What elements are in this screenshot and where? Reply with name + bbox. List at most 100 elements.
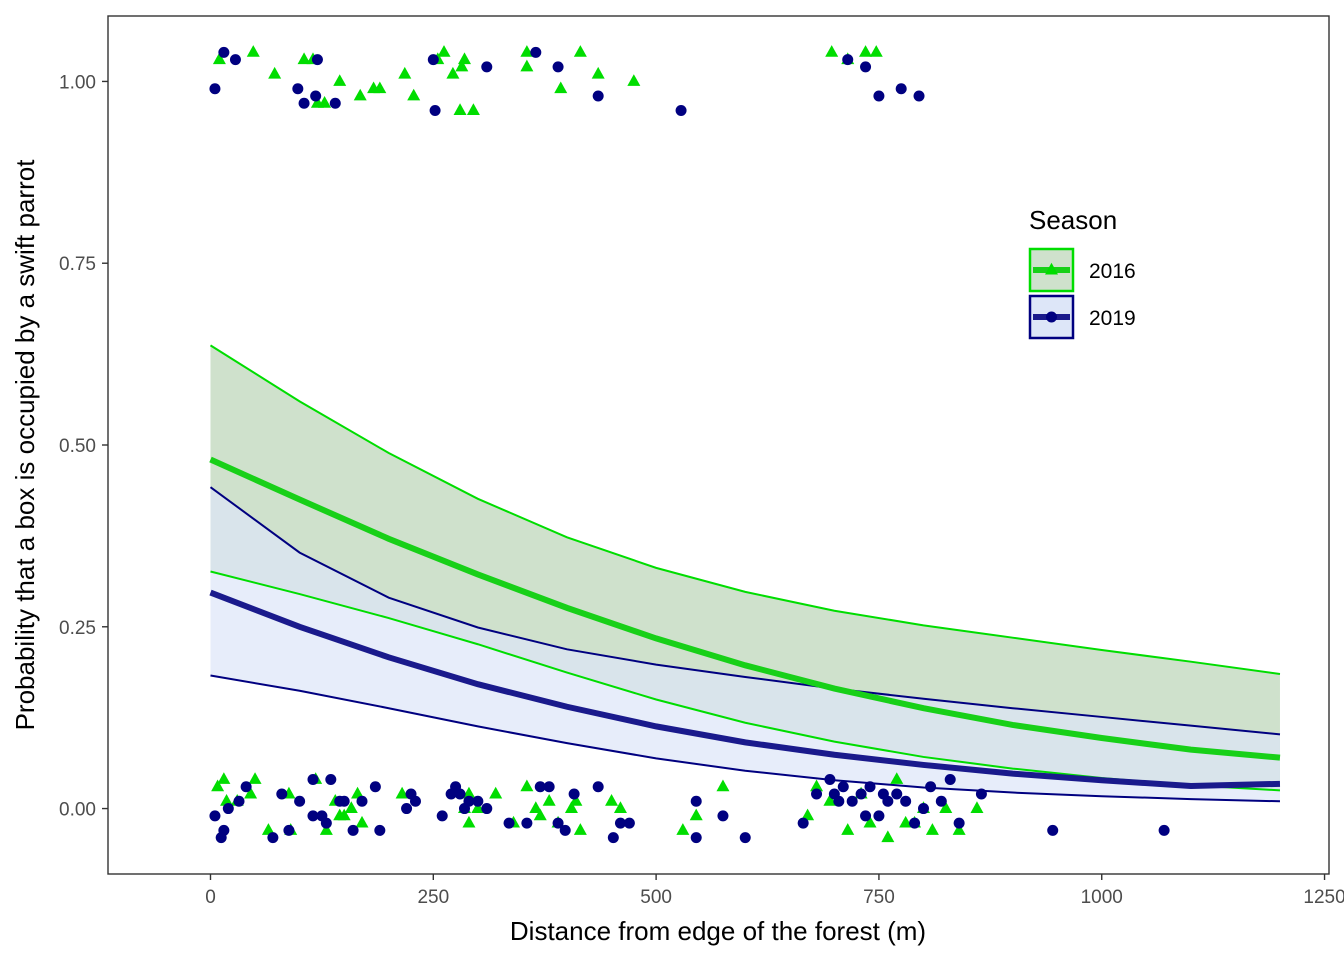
point-2016 — [466, 103, 480, 115]
point-2016 — [613, 801, 627, 814]
point-2016 — [319, 823, 333, 835]
point-2016 — [211, 779, 225, 792]
x-tick-label: 1000 — [1081, 887, 1123, 908]
point-2016 — [520, 779, 534, 792]
point-2019 — [739, 832, 751, 844]
point-2019 — [717, 810, 729, 822]
point-2019 — [891, 788, 903, 800]
point-2019 — [409, 795, 421, 807]
point-2016 — [458, 52, 471, 65]
legend-key-2016: 2016 — [1028, 247, 1136, 293]
point-2016 — [925, 823, 939, 835]
fit-line-2019 — [209, 589, 1281, 790]
point-2016 — [716, 779, 730, 792]
point-2019 — [842, 54, 854, 66]
point-2016 — [489, 786, 503, 799]
point-2019 — [329, 97, 341, 109]
point-2019 — [481, 803, 493, 815]
point-2019 — [209, 810, 221, 822]
point-2016 — [890, 772, 904, 784]
point-2016 — [689, 808, 703, 821]
legend-marker — [1045, 262, 1058, 275]
legend-marker — [1046, 311, 1057, 323]
point-2019 — [552, 61, 564, 73]
point-2019 — [873, 90, 885, 102]
point-2019 — [472, 795, 484, 807]
point-2016 — [823, 794, 837, 806]
y-tick-label: 0.50 — [59, 436, 96, 457]
point-2019 — [1158, 824, 1170, 836]
point-2019 — [811, 788, 823, 800]
point-2016 — [462, 786, 476, 799]
point-2019 — [530, 46, 542, 58]
point-2019 — [837, 781, 849, 793]
point-2016 — [220, 794, 234, 806]
point-2019 — [325, 773, 337, 785]
point-2016 — [869, 45, 883, 57]
point-2019 — [534, 781, 546, 793]
point-2016 — [554, 81, 568, 94]
point-2019 — [218, 46, 230, 58]
point-2019 — [347, 824, 359, 836]
point-2019 — [229, 54, 241, 66]
point-2016 — [398, 66, 412, 79]
point-2019 — [824, 773, 836, 785]
point-2016 — [841, 823, 855, 835]
point-2016 — [318, 96, 332, 108]
point-2019 — [917, 803, 929, 815]
point-2016 — [859, 45, 873, 57]
point-2019 — [882, 795, 894, 807]
point-2019 — [895, 83, 907, 95]
point-2019 — [283, 824, 295, 836]
point-2019 — [1047, 824, 1059, 836]
point-2016 — [407, 88, 421, 101]
point-2016 — [297, 52, 311, 65]
point-2016 — [261, 823, 275, 835]
y-tick-label: 1.00 — [59, 72, 96, 93]
point-2016 — [455, 59, 469, 72]
point-2019 — [356, 795, 368, 807]
point-2016 — [446, 66, 460, 79]
legend-title: Season — [1029, 205, 1117, 235]
point-2019 — [953, 817, 965, 829]
point-2016 — [437, 45, 451, 57]
point-2016 — [605, 794, 619, 806]
point-2016 — [248, 772, 262, 784]
point-2019 — [935, 795, 947, 807]
point-2019 — [833, 795, 845, 807]
point-2016 — [939, 801, 953, 814]
y-axis-title: Probability that a box is occupied by a … — [10, 159, 40, 731]
point-2019 — [427, 54, 439, 66]
point-2016 — [355, 815, 369, 828]
point-2019 — [436, 810, 448, 822]
point-2016 — [333, 74, 347, 86]
point-2019 — [846, 795, 858, 807]
point-2019 — [797, 817, 809, 829]
point-2019 — [623, 817, 635, 829]
point-2016 — [573, 45, 587, 57]
point-2016 — [344, 801, 358, 814]
point-2019 — [401, 803, 413, 815]
point-2016 — [810, 779, 824, 792]
point-2016 — [863, 815, 877, 828]
point-2019 — [614, 817, 626, 829]
point-2016 — [268, 66, 282, 79]
point-2019 — [209, 83, 221, 95]
point-2016 — [212, 52, 226, 65]
point-2019 — [690, 832, 702, 844]
point-2019 — [311, 54, 323, 66]
point-2019 — [338, 795, 350, 807]
y-tick-label: 0.00 — [59, 800, 96, 821]
point-2016 — [453, 103, 467, 115]
point-2016 — [899, 815, 913, 828]
point-2019 — [864, 781, 876, 793]
point-2019 — [607, 832, 619, 844]
fit-line-2016 — [209, 456, 1281, 761]
point-2016 — [462, 815, 476, 828]
point-2019 — [307, 810, 319, 822]
point-2019 — [298, 97, 310, 109]
point-2019 — [240, 781, 252, 793]
point-2019 — [873, 810, 885, 822]
point-2016 — [591, 66, 605, 79]
x-tick-label: 250 — [417, 887, 449, 908]
